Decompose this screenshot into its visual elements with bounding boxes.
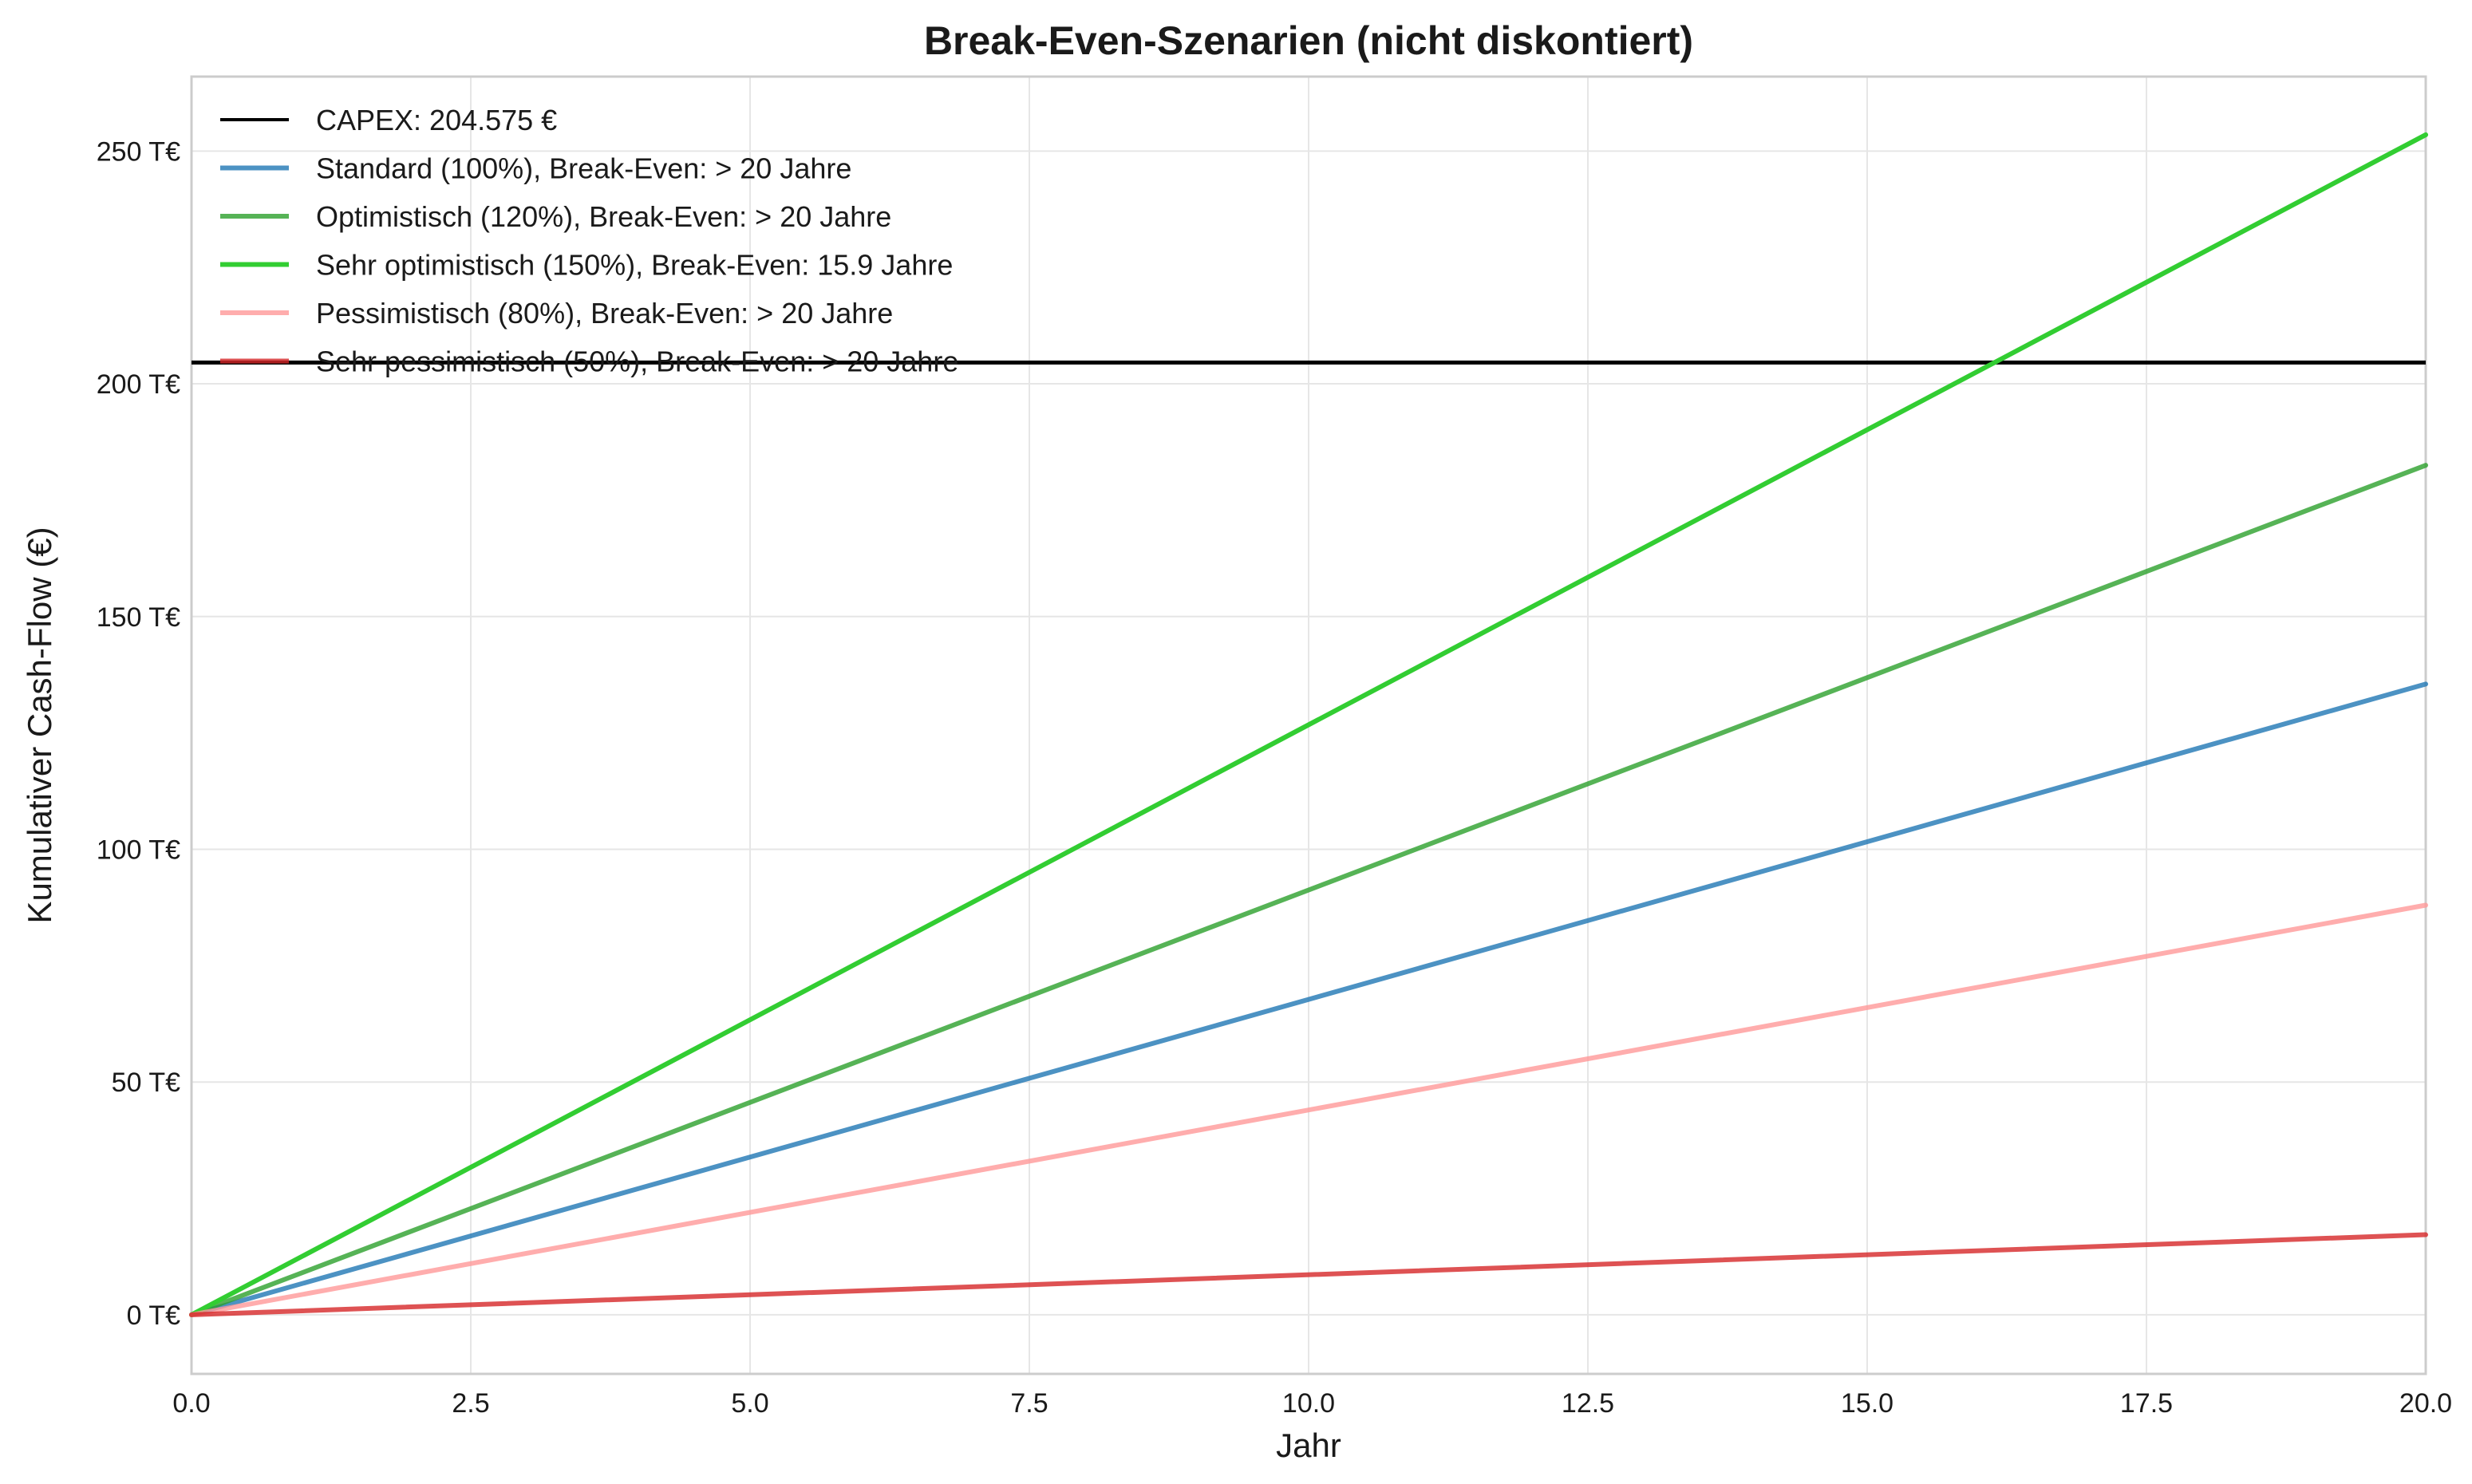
y-tick-label: 100 T€ bbox=[97, 835, 180, 865]
x-tick-label: 20.0 bbox=[2399, 1388, 2452, 1419]
x-axis-ticks: 0.0 2.5 5.0 7.5 10.0 12.5 15.0 17.5 20.0 bbox=[172, 1388, 2452, 1419]
chart-title: Break-Even-Szenarien (nicht diskontiert) bbox=[924, 18, 1693, 63]
y-tick-label: 50 T€ bbox=[112, 1068, 180, 1098]
y-axis-label: Kumulativer Cash-Flow (€) bbox=[21, 527, 58, 923]
series-line-1 bbox=[189, 681, 2428, 1317]
legend-item[interactable]: Optimistisch (120%), Break-Even: > 20 Ja… bbox=[220, 200, 891, 233]
x-tick-label: 17.5 bbox=[2120, 1388, 2173, 1419]
legend-item[interactable]: Standard (100%), Break-Even: > 20 Jahre bbox=[220, 152, 851, 185]
x-tick-label: 7.5 bbox=[1010, 1388, 1048, 1419]
y-axis-ticks: 0 T€ 50 T€ 100 T€ 150 T€ 200 T€ 250 T€ bbox=[97, 136, 180, 1331]
legend-label: Sehr pessimistisch (50%), Break-Even: > … bbox=[316, 345, 958, 378]
legend-item[interactable]: CAPEX: 204.575 € bbox=[220, 104, 557, 136]
x-tick-label: 12.5 bbox=[1562, 1388, 1614, 1419]
x-tick-label: 2.5 bbox=[452, 1388, 489, 1419]
legend-label: Standard (100%), Break-Even: > 20 Jahre bbox=[316, 152, 851, 185]
series-line-5 bbox=[189, 1232, 2428, 1317]
y-tick-label: 250 T€ bbox=[97, 136, 180, 167]
legend-item[interactable]: Pessimistisch (80%), Break-Even: > 20 Ja… bbox=[220, 297, 893, 330]
x-axis-label: Jahr bbox=[1276, 1427, 1341, 1464]
legend-item[interactable]: Sehr optimistisch (150%), Break-Even: 15… bbox=[220, 249, 953, 282]
y-tick-label: 0 T€ bbox=[127, 1300, 181, 1331]
x-tick-label: 0.0 bbox=[172, 1388, 210, 1419]
series-layer bbox=[189, 132, 2428, 1317]
x-tick-label: 5.0 bbox=[731, 1388, 768, 1419]
series-line-4 bbox=[189, 902, 2428, 1317]
x-tick-label: 15.0 bbox=[1841, 1388, 1893, 1419]
legend-label: CAPEX: 204.575 € bbox=[316, 104, 557, 136]
legend-item[interactable]: Sehr pessimistisch (50%), Break-Even: > … bbox=[220, 345, 958, 378]
plot-area bbox=[190, 75, 2427, 1375]
y-tick-label: 200 T€ bbox=[97, 369, 180, 400]
y-tick-label: 150 T€ bbox=[97, 602, 180, 633]
legend-label: Optimistisch (120%), Break-Even: > 20 Ja… bbox=[316, 200, 891, 233]
x-tick-label: 10.0 bbox=[1282, 1388, 1335, 1419]
legend-label: Pessimistisch (80%), Break-Even: > 20 Ja… bbox=[316, 297, 893, 330]
legend-label: Sehr optimistisch (150%), Break-Even: 15… bbox=[316, 249, 953, 282]
series-line-3 bbox=[189, 132, 2428, 1317]
series-line-2 bbox=[189, 463, 2428, 1317]
legend[interactable]: CAPEX: 204.575 € Standard (100%), Break-E… bbox=[220, 104, 958, 378]
